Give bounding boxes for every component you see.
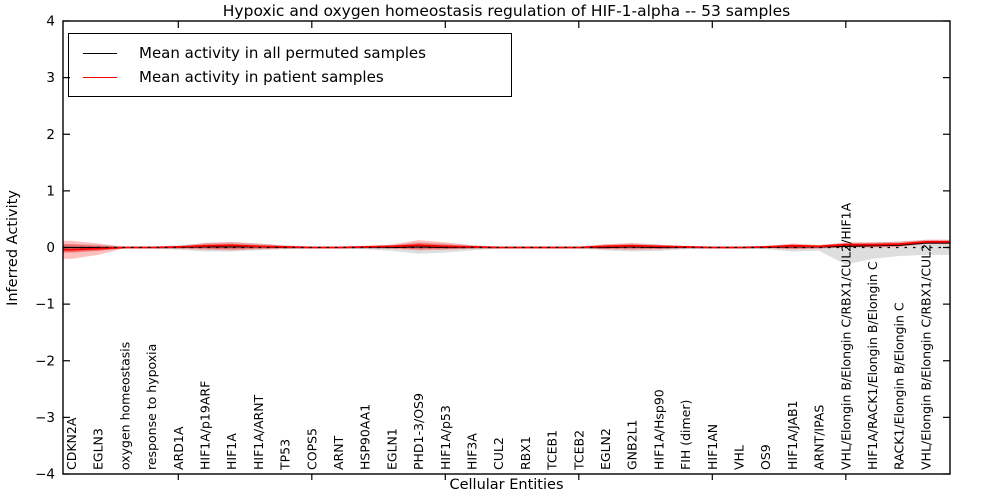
y-tick-label: −3	[35, 410, 55, 426]
x-category-label: EGLN2	[598, 428, 613, 470]
x-category-label: VHL	[732, 445, 747, 470]
x-category-label: GNB2L1	[625, 420, 640, 470]
x-category-label: FIH (dimer)	[678, 400, 693, 470]
y-axis-label: Inferred Activity	[5, 190, 21, 306]
patient-spread-band-outer	[63, 239, 950, 259]
x-category-label: ARD1A	[171, 426, 186, 470]
x-category-label: TCEB2	[571, 430, 586, 471]
x-category-label: oxygen homeostasis	[117, 342, 132, 470]
chart-title: Hypoxic and oxygen homeostasis regulatio…	[222, 2, 791, 20]
legend-label-permuted: Mean activity in all permuted samples	[139, 44, 426, 62]
patient-line-swatch	[83, 76, 117, 78]
x-category-label: response to hypoxia	[144, 344, 159, 470]
x-category-label: COPS5	[304, 428, 319, 470]
permuted-line-swatch	[83, 52, 117, 54]
legend-box: Mean activity in all permuted samples Me…	[68, 33, 512, 97]
y-tick-label: −1	[35, 297, 55, 313]
x-category-label: HIF1A/RACK1/Elongin B/Elongin C	[865, 261, 880, 470]
x-category-label: HIF1A	[224, 433, 239, 470]
x-category-label: RBX1	[518, 436, 533, 470]
x-category-label: HIF1AN	[705, 424, 720, 470]
y-tick-label: 0	[46, 240, 55, 256]
legend-entry-permuted: Mean activity in all permuted samples	[83, 41, 497, 65]
x-category-label: RACK1/Elongin B/Elongin C	[892, 302, 907, 470]
x-category-label: HIF1A/p19ARF	[198, 381, 213, 470]
y-tick-label: −4	[35, 467, 55, 483]
x-category-label: HIF1A/JAB1	[785, 400, 800, 470]
x-category-label: HIF1A/p53	[438, 405, 453, 470]
x-category-label: TP53	[278, 439, 293, 471]
permuted-spread-band	[63, 240, 950, 265]
y-tick-label: 4	[46, 14, 55, 30]
y-tick-label: −2	[35, 353, 55, 369]
x-category-label: EGLN1	[384, 428, 399, 470]
x-category-label: HSP90AA1	[358, 404, 373, 470]
x-category-label: HIF1A/Hsp90	[651, 389, 666, 470]
y-tick-label: 2	[46, 127, 55, 143]
y-tick-label: 1	[46, 183, 55, 199]
x-category-label: EGLN3	[91, 428, 106, 470]
y-tick-label: 3	[46, 70, 55, 86]
x-category-label: CDKN2A	[64, 417, 79, 470]
x-category-label: PHD1-3/OS9	[411, 393, 426, 470]
x-category-label: CUL2	[491, 437, 506, 470]
x-category-label: TCEB1	[545, 430, 560, 471]
x-category-label: VHL/Elongin B/Elongin C/RBX1/CUL2	[918, 244, 933, 470]
x-category-label: VHL/Elongin B/Elongin C/RBX1/CUL2/HIF1A	[838, 202, 853, 470]
x-category-label: ARNT	[331, 435, 346, 470]
legend-entry-patient: Mean activity in patient samples	[83, 65, 497, 89]
legend-label-patient: Mean activity in patient samples	[139, 68, 384, 86]
x-category-label: ARNT/IPAS	[812, 405, 827, 470]
x-category-label: OS9	[758, 444, 773, 470]
x-category-label: HIF1A/ARNT	[251, 394, 266, 470]
x-axis-label: Cellular Entities	[449, 477, 564, 493]
x-category-label: HIF3A	[465, 433, 480, 470]
